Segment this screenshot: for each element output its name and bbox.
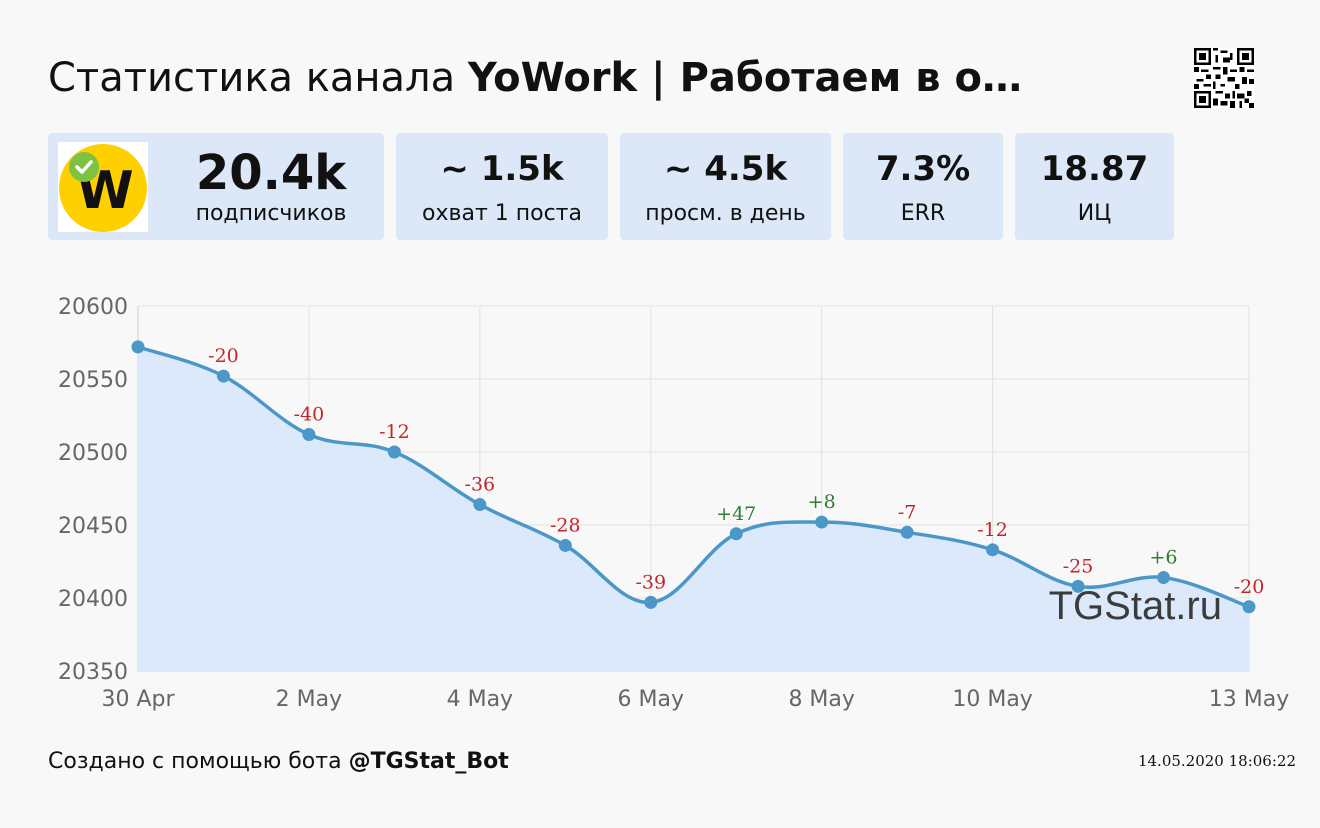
y-tick-label: 20600 (58, 295, 128, 320)
data-point (473, 498, 487, 512)
page-title: Статистика канала YoWork | Работаем в о… (48, 52, 1148, 104)
data-point (1157, 571, 1171, 585)
data-point (387, 445, 401, 459)
err-card: 7.3% ERR (843, 133, 1003, 240)
chart-line (137, 345, 1250, 609)
subscribers-card: W 20.4k подписчиков (48, 133, 384, 240)
y-tick-label: 20350 (58, 660, 128, 685)
y-tick-label: 20500 (58, 441, 128, 466)
x-tick-label: 2 May (276, 687, 342, 712)
x-tick-label: 6 May (618, 687, 684, 712)
qr-code-icon (1194, 48, 1254, 108)
daily-views-card: ~ 4.5k просм. в день (620, 133, 831, 240)
chart-area (138, 346, 1249, 671)
y-tick-label: 20450 (58, 514, 128, 539)
err-value: 7.3% (875, 149, 971, 189)
channel-name: YoWork | Работаем в о… (467, 55, 1022, 101)
verified-badge-icon (69, 152, 99, 182)
data-point (131, 340, 145, 354)
delta-label: -28 (550, 514, 581, 536)
chart-y-ticks: 20600 20550 20500 20450 20400 20350 (58, 295, 128, 685)
reach-value: ~ 1.5k (440, 149, 564, 189)
delta-label: -12 (379, 421, 410, 443)
delta-label: -7 (898, 501, 917, 523)
x-tick-label: 30 Apr (101, 687, 175, 712)
delta-label: -20 (208, 345, 239, 367)
bot-handle[interactable]: @TGStat_Bot (348, 749, 509, 774)
data-point (1071, 579, 1085, 593)
x-tick-label: 13 May (1209, 687, 1289, 712)
delta-label: -25 (1063, 555, 1094, 577)
delta-label: -40 (294, 403, 325, 425)
delta-label: +47 (716, 503, 756, 525)
footer-credit: Создано с помощью бота @TGStat_Bot (48, 747, 509, 777)
x-tick-label: 4 May (447, 687, 513, 712)
footer-timestamp: 14.05.2020 18:06:22 (1137, 752, 1296, 770)
watermark: TGStat.ru (1049, 584, 1222, 628)
footer-created-prefix: Создано с помощью бота (48, 749, 349, 774)
channel-avatar: W (58, 142, 148, 232)
chart-points (131, 340, 1256, 614)
daily-views-label: просм. в день (645, 201, 806, 226)
citation-index-card: 18.87 ИЦ (1015, 133, 1174, 240)
subscribers-label: подписчиков (195, 201, 347, 226)
chart-x-ticks: 30 Apr 2 May 4 May 6 May 8 May 10 May 13 May (101, 687, 1289, 712)
delta-label: -12 (977, 519, 1008, 541)
chart-delta-labels: -20 -40 -12 -36 -28 -39 +47 +8 -7 -12 -25 +6 -20 (208, 345, 1264, 598)
citation-index-label: ИЦ (1077, 201, 1112, 226)
delta-label: +6 (1150, 547, 1178, 569)
reach-card: ~ 1.5k охват 1 поста (396, 133, 608, 240)
delta-label: -39 (635, 571, 666, 593)
y-tick-label: 20550 (58, 368, 128, 393)
data-point (644, 595, 658, 609)
data-point (729, 527, 743, 541)
reach-label: охват 1 поста (422, 201, 582, 226)
x-tick-label: 10 May (952, 687, 1032, 712)
data-point (1242, 600, 1256, 614)
data-point (558, 538, 572, 552)
daily-views-value: ~ 4.5k (663, 149, 788, 189)
subscribers-value: 20.4k (195, 145, 347, 201)
title-prefix: Статистика канала (48, 55, 468, 101)
err-label: ERR (900, 201, 946, 226)
data-point (216, 369, 230, 383)
data-point (986, 543, 1000, 557)
x-tick-label: 8 May (788, 687, 854, 712)
data-point (815, 515, 829, 529)
delta-label: +8 (808, 491, 836, 513)
subscribers-chart: -20 -40 -12 -36 -28 -39 +47 +8 -7 -12 -25 +6 -20 206… (58, 295, 1289, 712)
citation-index-value: 18.87 (1040, 149, 1149, 189)
data-point (302, 427, 316, 441)
delta-label: -36 (465, 474, 496, 496)
delta-label: -20 (1234, 576, 1265, 598)
y-tick-label: 20400 (58, 587, 128, 612)
data-point (900, 525, 914, 539)
